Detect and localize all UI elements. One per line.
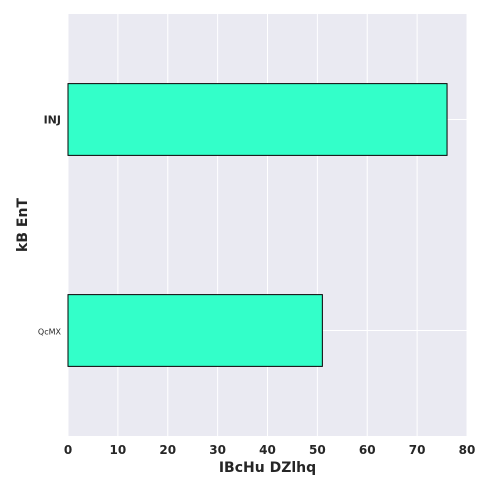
y-axis-ticks: INJ QcMX xyxy=(38,114,62,337)
y-axis-label: kB EnT xyxy=(15,198,31,252)
y-tick-label-qcmx: QcMX xyxy=(38,328,62,337)
x-axis-ticks: 0 10 20 30 40 50 60 70 80 xyxy=(64,443,476,457)
x-tick-label-7: 70 xyxy=(409,443,426,457)
x-tick-label-8: 80 xyxy=(459,443,476,457)
bars xyxy=(67,83,448,367)
x-tick-label-0: 0 xyxy=(64,443,72,457)
x-tick-label-6: 60 xyxy=(359,443,376,457)
x-tick-label-1: 10 xyxy=(110,443,127,457)
x-tick-label-3: 30 xyxy=(209,443,226,457)
bar-inj xyxy=(67,83,448,156)
x-tick-label-4: 40 xyxy=(259,443,276,457)
x-tick-label-5: 50 xyxy=(309,443,326,457)
bar-qcmx xyxy=(67,294,323,367)
x-axis-label: IBcHu DZlhq xyxy=(219,460,316,476)
x-tick-label-2: 20 xyxy=(159,443,176,457)
y-tick-label-inj: INJ xyxy=(44,114,61,127)
